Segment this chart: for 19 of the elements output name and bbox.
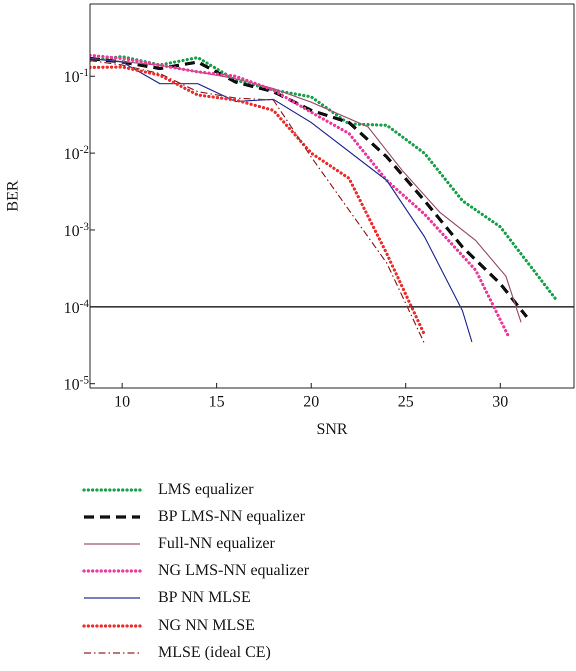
x-tick-label: 30 [492, 393, 508, 410]
y-axis-title: BER [4, 180, 22, 212]
legend-label: LMS equalizer [158, 480, 254, 499]
x-tick-label: 15 [208, 393, 225, 410]
y-tick-label: 10$^{-2}$ [64, 144, 89, 164]
legend-label: MLSE (ideal CE) [158, 644, 271, 662]
x-tick-label: 25 [398, 393, 414, 410]
legend-label: NG NN MLSE [158, 616, 255, 635]
legend-label: Full-NN equalizer [158, 534, 275, 553]
y-tick-label: 10$^{-4}$ [64, 298, 90, 317]
y-tick-label: 10$^{-5}$ [64, 374, 90, 394]
y-tick-label: 10$^{-1}$ [64, 67, 89, 86]
y-tick-label: 10$^{-3}$ [64, 220, 90, 240]
x-tick-label: 10 [114, 393, 130, 410]
x-axis-title: SNR [316, 421, 348, 438]
legend-label: NG LMS-NN equalizer [158, 562, 310, 580]
legend-label: BP LMS-NN equalizer [158, 508, 305, 526]
x-tick-label: 20 [303, 393, 320, 410]
legend-label: BP NN MLSE [158, 589, 251, 608]
